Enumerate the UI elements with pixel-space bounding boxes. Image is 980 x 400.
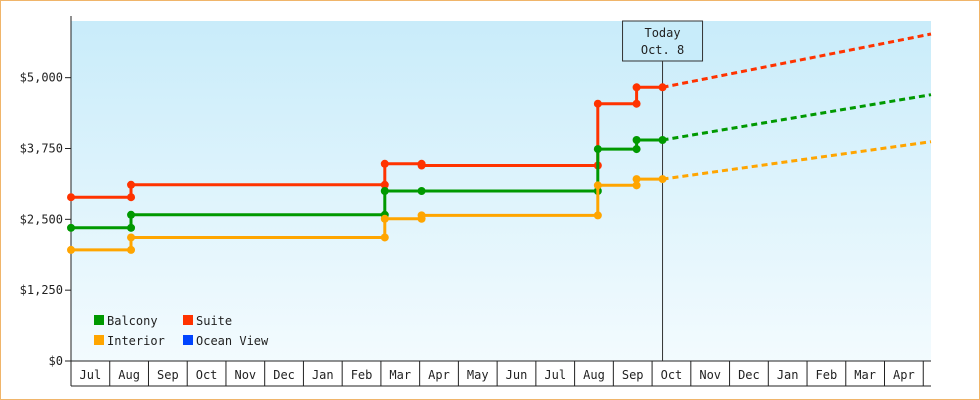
legend-swatch	[94, 335, 104, 345]
legend-label: Balcony	[107, 314, 158, 328]
legend-swatch	[94, 315, 104, 325]
data-point	[127, 193, 136, 202]
data-point	[632, 175, 641, 184]
data-point	[632, 83, 641, 92]
legend-item: Suite	[183, 314, 232, 328]
x-tick-label: Jul	[80, 368, 102, 382]
legend-item: Balcony	[94, 314, 158, 328]
data-point	[593, 99, 602, 108]
data-point	[67, 223, 75, 232]
x-tick-label: Feb	[816, 368, 838, 382]
x-tick-label: Mar	[854, 368, 876, 382]
x-tick-label: Apr	[893, 368, 915, 382]
y-tick-label: $3,750	[20, 142, 63, 156]
data-point	[127, 180, 136, 189]
x-tick-label: Jan	[312, 368, 334, 382]
x-axis: Jul Aug Sep Oct Nov Dec Jan Feb Mar Apr May Jun Jul A…	[70, 360, 931, 387]
legend-item: Interior	[94, 334, 165, 348]
data-point	[380, 180, 389, 189]
x-tick-label: Jun	[506, 368, 528, 382]
x-tick-label: Sep	[157, 368, 179, 382]
legend: Balcony Suite Interior Ocean View	[94, 314, 269, 348]
series-suite	[67, 32, 932, 202]
x-tick-label: May	[467, 368, 489, 382]
x-tick-label: Nov	[234, 368, 256, 382]
x-tick-label: Sep	[622, 368, 644, 382]
legend-label: Interior	[107, 334, 165, 348]
series-layer	[67, 32, 932, 254]
data-point	[632, 99, 641, 108]
series-forecast	[662, 93, 932, 142]
x-tick-label: Feb	[351, 368, 373, 382]
data-point	[658, 83, 667, 92]
legend-label: Ocean View	[196, 334, 269, 348]
data-point	[658, 136, 667, 144]
legend-item: Ocean View	[183, 334, 269, 348]
today-label: Today	[644, 26, 680, 40]
today-date: Oct. 8	[641, 43, 684, 57]
data-point	[127, 210, 136, 219]
series-balcony	[67, 93, 932, 232]
x-tick-label: Apr	[428, 368, 450, 382]
data-point	[127, 245, 136, 254]
data-point	[417, 161, 426, 170]
data-point	[417, 187, 426, 195]
data-point	[380, 187, 389, 195]
series-forecast	[662, 32, 932, 89]
series-interior	[67, 140, 932, 254]
x-tick-label: Oct	[196, 368, 218, 382]
data-point	[658, 175, 667, 184]
today-marker: Today Oct. 8	[622, 20, 704, 361]
legend-swatch	[183, 315, 193, 325]
legend-swatch	[183, 335, 193, 345]
data-point	[632, 136, 641, 144]
y-tick-label: $5,000	[20, 71, 63, 85]
data-point	[593, 181, 602, 190]
x-tick-label: Jul	[544, 368, 566, 382]
data-point	[417, 211, 426, 220]
data-point	[67, 193, 75, 202]
x-tick-label: Mar	[389, 368, 411, 382]
y-tick-label: $1,250	[20, 283, 63, 297]
data-point	[593, 145, 602, 154]
y-tick-label: $0	[49, 354, 63, 368]
x-tick-label: Oct	[661, 368, 683, 382]
x-tick-label: Aug	[583, 368, 605, 382]
data-point	[632, 181, 641, 190]
y-tick-label: $2,500	[20, 212, 63, 226]
data-point	[632, 145, 641, 154]
x-tick-label: Dec	[273, 368, 295, 382]
data-point	[380, 233, 389, 242]
x-tick-label: Dec	[738, 368, 760, 382]
data-point	[380, 214, 389, 223]
data-point	[593, 211, 602, 220]
data-point	[127, 233, 136, 242]
y-axis: $0 $1,250 $2,500 $3,750 $5,000	[20, 16, 72, 386]
data-point	[127, 223, 136, 232]
series-forecast	[662, 140, 932, 181]
legend-label: Suite	[196, 314, 232, 328]
x-tick-label: Jan	[777, 368, 799, 382]
data-point	[380, 159, 389, 168]
today-box	[622, 20, 704, 62]
x-tick-label: Nov	[699, 368, 721, 382]
data-point	[67, 245, 75, 254]
x-tick-label: Aug	[118, 368, 140, 382]
